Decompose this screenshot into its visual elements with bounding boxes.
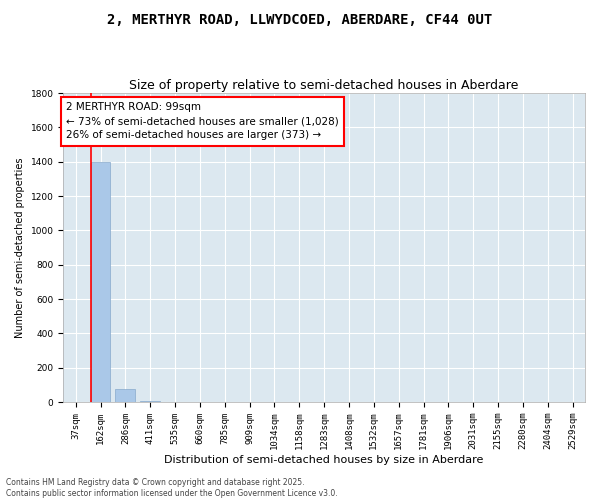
X-axis label: Distribution of semi-detached houses by size in Aberdare: Distribution of semi-detached houses by … — [164, 455, 484, 465]
Text: 2, MERTHYR ROAD, LLWYDCOED, ABERDARE, CF44 0UT: 2, MERTHYR ROAD, LLWYDCOED, ABERDARE, CF… — [107, 12, 493, 26]
Bar — [140, 401, 160, 402]
Title: Size of property relative to semi-detached houses in Aberdare: Size of property relative to semi-detach… — [130, 79, 519, 92]
Bar — [91, 162, 110, 402]
Text: 2 MERTHYR ROAD: 99sqm
← 73% of semi-detached houses are smaller (1,028)
26% of s: 2 MERTHYR ROAD: 99sqm ← 73% of semi-deta… — [66, 102, 338, 141]
Y-axis label: Number of semi-detached properties: Number of semi-detached properties — [15, 158, 25, 338]
Bar — [115, 389, 136, 402]
Text: Contains HM Land Registry data © Crown copyright and database right 2025.
Contai: Contains HM Land Registry data © Crown c… — [6, 478, 338, 498]
